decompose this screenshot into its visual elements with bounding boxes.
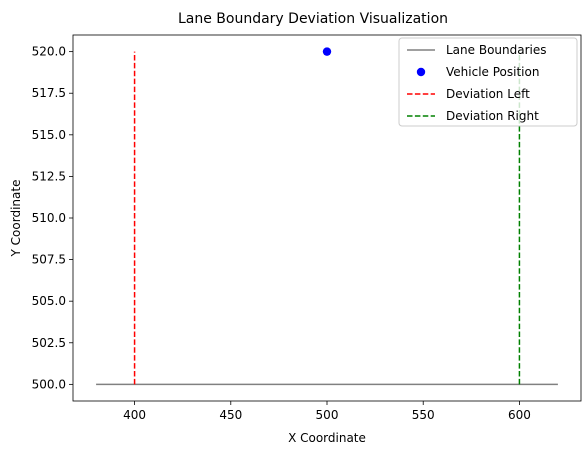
y-tick-label: 500.0 xyxy=(32,377,66,391)
x-tick-label: 550 xyxy=(412,408,435,422)
legend-box xyxy=(398,37,578,127)
x-tick-label: 500 xyxy=(316,408,339,422)
x-tick-label: 400 xyxy=(123,408,146,422)
y-tick-label: 505.0 xyxy=(32,294,66,308)
y-tick-label: 515.0 xyxy=(32,128,66,142)
chart-title: Lane Boundary Deviation Visualization xyxy=(178,11,448,27)
y-tick-label: 510.0 xyxy=(32,211,66,225)
y-tick-label: 520.0 xyxy=(32,45,66,59)
deviation-left-legend-label: Deviation Left xyxy=(446,87,530,101)
vehicle-position-legend-marker xyxy=(416,67,426,77)
vehicle-position-point xyxy=(322,47,332,56)
axes: 400 450 500 550 600 500.0 502.5 505.0 507.5 510.0… xyxy=(32,34,582,422)
vehicle-position-legend-label: Vehicle Position xyxy=(446,65,539,79)
y-axis-label: Y Coordinate xyxy=(9,180,23,258)
y-tick-label: 512.5 xyxy=(32,169,66,183)
y-tick-label: 502.5 xyxy=(32,336,66,350)
y-tick-label: 507.5 xyxy=(32,253,66,267)
x-tick-label: 600 xyxy=(508,408,531,422)
lane-boundaries-legend-label: Lane Boundaries xyxy=(446,43,547,57)
x-axis-label: X Coordinate xyxy=(288,431,366,445)
legend: Lane Boundaries Vehicle Position Deviation… xyxy=(398,37,578,127)
deviation-right-legend-label: Deviation Right xyxy=(446,109,539,123)
y-tick-label: 517.5 xyxy=(32,86,66,100)
x-tick-label: 450 xyxy=(219,408,242,422)
